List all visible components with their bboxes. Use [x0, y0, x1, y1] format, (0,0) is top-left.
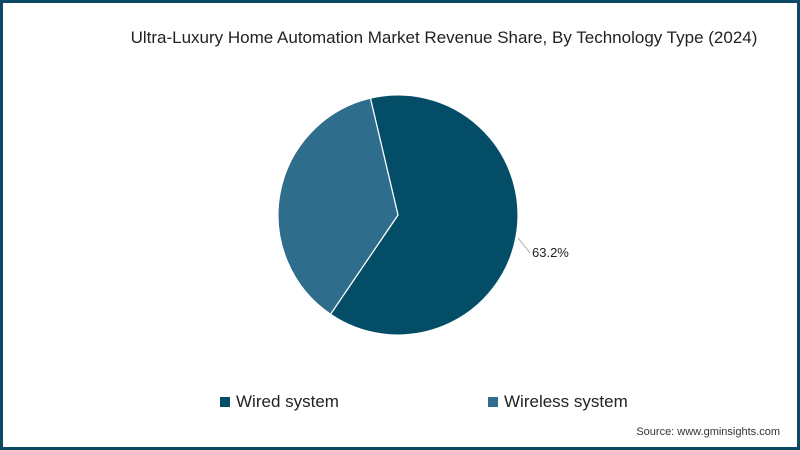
legend-label-wired: Wired system: [236, 392, 339, 411]
pie-slice-wired-system: [329, 94, 519, 336]
legend-swatch-wireless: [488, 397, 498, 407]
legend-swatch-wired: [220, 397, 230, 407]
leader-line: [517, 237, 531, 254]
source-note: Source: www.gminsights.com: [636, 426, 780, 438]
legend-item-wireless: Wireless system: [488, 392, 628, 412]
pie-slices: [277, 94, 519, 336]
legend-label-wireless: Wireless system: [504, 392, 628, 411]
data-label-wired: 63.2%: [532, 245, 569, 260]
pie-slice-wireless-system: [277, 97, 399, 316]
chart-title: Ultra-Luxury Home Automation Market Reve…: [130, 28, 758, 47]
legend: Wired system Wireless system: [0, 392, 800, 414]
legend-item-wired: Wired system: [220, 392, 339, 412]
